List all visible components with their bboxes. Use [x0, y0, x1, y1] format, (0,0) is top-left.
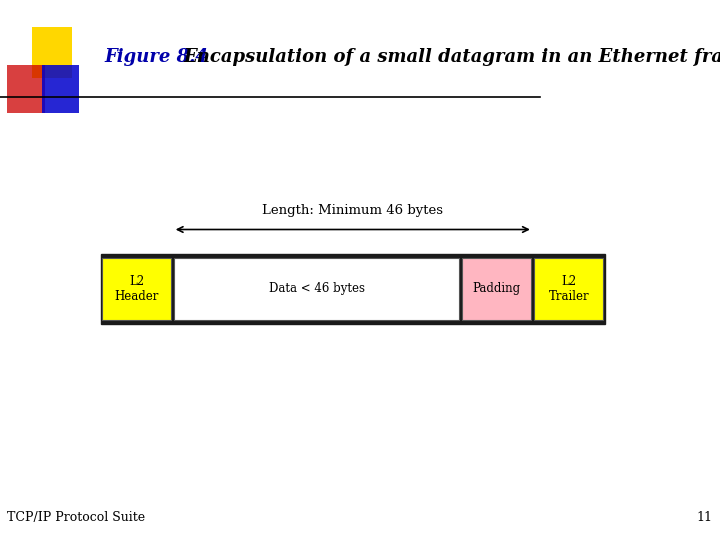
Text: L2
Trailer: L2 Trailer	[549, 275, 589, 303]
Text: Figure 8.4: Figure 8.4	[104, 48, 208, 66]
Text: Length: Minimum 46 bytes: Length: Minimum 46 bytes	[262, 204, 444, 217]
Bar	[32, 27, 72, 78]
Text: 11: 11	[697, 511, 713, 524]
Bar	[7, 65, 45, 113]
Bar	[42, 65, 79, 113]
Text: Encapsulation of a small datagram in an Ethernet frame: Encapsulation of a small datagram in an …	[184, 48, 720, 66]
Bar	[102, 258, 171, 320]
Bar	[174, 258, 459, 320]
Text: TCP/IP Protocol Suite: TCP/IP Protocol Suite	[7, 511, 145, 524]
Text: Padding: Padding	[473, 282, 521, 295]
Bar	[101, 254, 605, 324]
Bar	[462, 258, 531, 320]
Text: Data < 46 bytes: Data < 46 bytes	[269, 282, 365, 295]
Bar	[534, 258, 603, 320]
Text: L2
Header: L2 Header	[114, 275, 159, 303]
